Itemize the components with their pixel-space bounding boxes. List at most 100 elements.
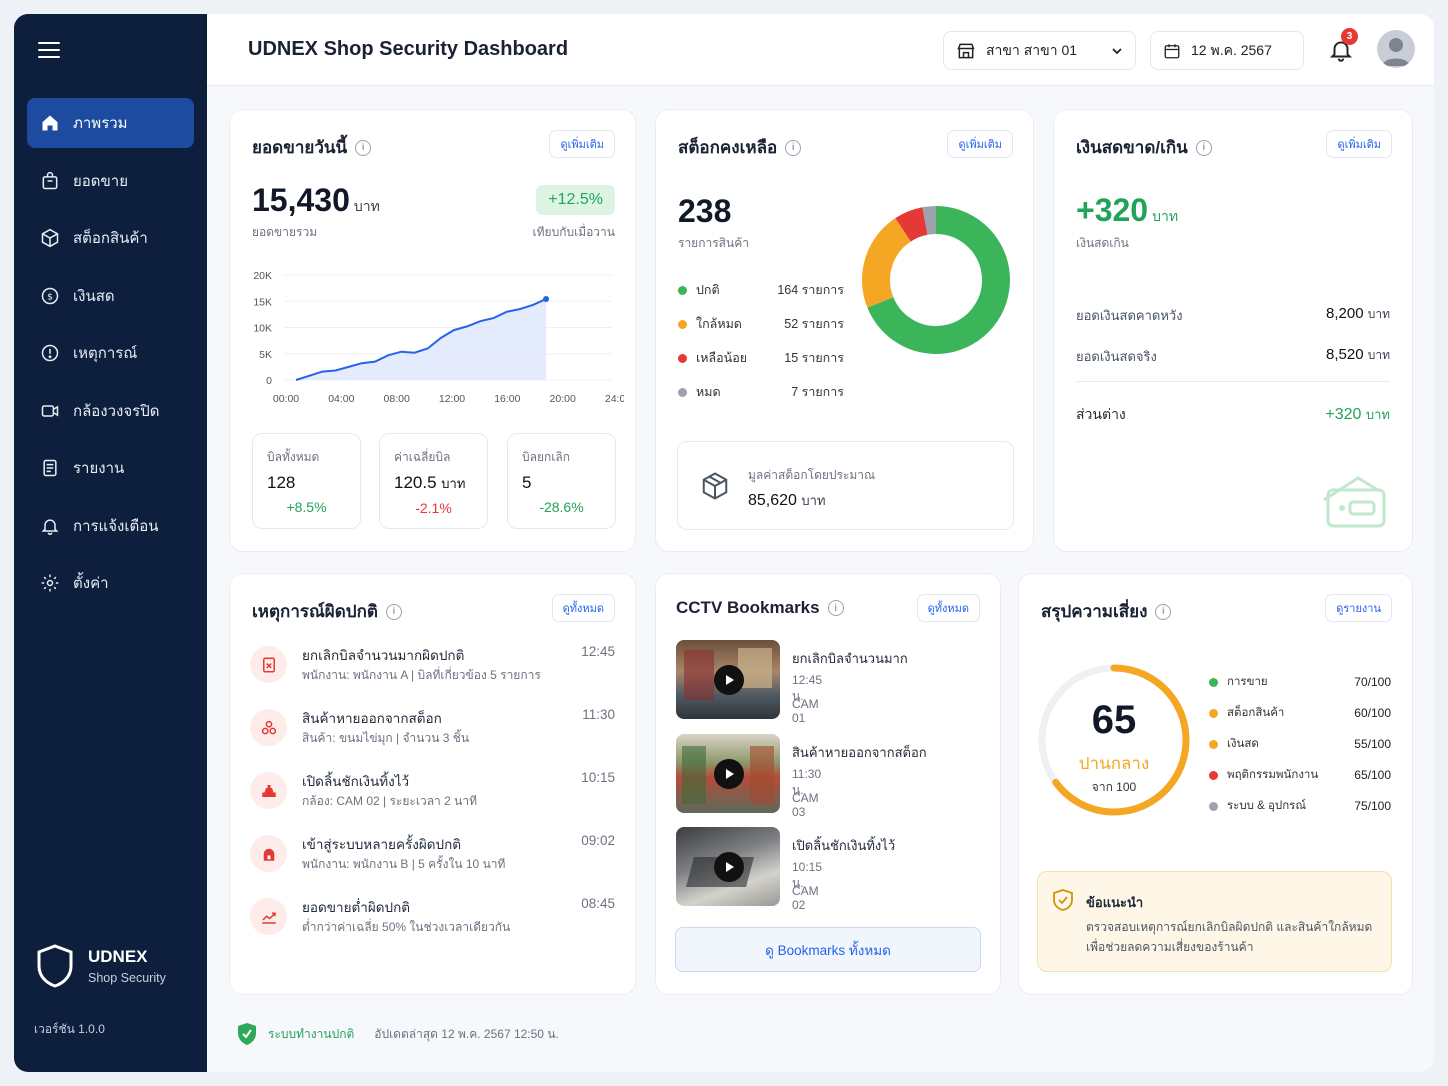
cctv-thumbnail[interactable]: [676, 827, 780, 906]
legend-count: 7 รายการ: [791, 385, 844, 399]
risk-label: เงินสด: [1227, 738, 1259, 750]
avatar[interactable]: [1377, 30, 1415, 68]
sales-more-button[interactable]: ดูเพิ่มเติม: [549, 130, 615, 158]
play-icon[interactable]: [714, 759, 744, 789]
bookmark-title: เปิดลิ้นชักเงินทิ้งไว้: [792, 838, 896, 853]
stat-label: ค่าเฉลี่ยบิล: [394, 450, 451, 464]
play-icon[interactable]: [714, 665, 744, 695]
stock-legend-normal: ปกติ 164 รายการ: [678, 280, 844, 300]
risk-score-value: 75/100: [1354, 799, 1391, 813]
sales-area-fill: [296, 299, 547, 380]
sidebar-item-events[interactable]: เหตุการณ์: [27, 328, 194, 378]
divider: [1076, 381, 1390, 382]
x-tick-label: 12:00: [439, 393, 465, 405]
box-icon: [702, 472, 728, 500]
stat-value: 5: [522, 473, 532, 492]
legend-label: เหลือน้อย: [696, 351, 748, 365]
legend-dot: [1209, 770, 1218, 780]
sidebar: ภาพรวม ยอดขาย สต็อกสินค้า $ เงินสด เหตุก…: [14, 14, 207, 1072]
cctv-all-button[interactable]: ดูทั้งหมด: [916, 594, 980, 622]
stat-change: -28.6%: [539, 499, 584, 515]
risk-card: สรุปความเสี่ยง i ดูรายงาน 65 ปานกลาง จาก …: [1018, 573, 1413, 995]
cash-more-button[interactable]: ดูเพิ่มเติม: [1326, 130, 1392, 158]
date-picker[interactable]: 12 พ.ค. 2567: [1150, 31, 1304, 70]
sidebar-item-label: ยอดขาย: [73, 172, 129, 190]
play-icon[interactable]: [714, 852, 744, 882]
event-time: 11:30: [582, 707, 615, 722]
legend-dot: [1209, 801, 1218, 811]
risk-score-value: 65/100: [1354, 768, 1391, 782]
shield-logo-icon: [37, 944, 73, 988]
stock-legend-out: หมด 7 รายการ: [678, 382, 844, 402]
advice-title: ข้อแนะนำ: [1086, 895, 1144, 910]
event-subtitle: สินค้า: ขนมไข่มุก | จำนวน 3 ชิ้น: [302, 731, 470, 745]
camera-icon: [39, 400, 61, 422]
risk-label: การขาย: [1227, 676, 1268, 688]
store-icon: [957, 43, 975, 58]
view-all-bookmarks-button[interactable]: ดู Bookmarks ทั้งหมด: [675, 927, 981, 972]
event-row[interactable]: สินค้าหายออกจากสต็อก สินค้า: ขนมไข่มุก |…: [250, 707, 615, 755]
sidebar-item-label: ภาพรวม: [73, 115, 128, 132]
legend-dot: [1209, 677, 1218, 687]
risk-score-gauge: [1038, 664, 1190, 816]
alert-icon: [39, 342, 61, 364]
event-row[interactable]: ยกเลิกบิลจำนวนมากผิดปกติ พนักงาน: พนักงา…: [250, 644, 615, 692]
sidebar-item-stock[interactable]: สต็อกสินค้า: [27, 213, 194, 263]
legend-dot: [1209, 708, 1218, 718]
legend-label: ใกล้หมด: [696, 317, 742, 331]
home-icon: [39, 112, 61, 134]
event-row[interactable]: ยอดขายต่ำผิดปกติ ต่ำกว่าค่าเฉลี่ย 50% ใน…: [250, 896, 615, 944]
x-tick-label: 16:00: [494, 393, 520, 405]
info-icon[interactable]: i: [1195, 139, 1212, 156]
boxes-icon: [250, 709, 287, 746]
sidebar-item-overview[interactable]: ภาพรวม: [27, 98, 194, 148]
events-card: เหตุการณ์ผิดปกติ i ดูทั้งหมด ยกเลิกบิลจำน…: [229, 573, 636, 995]
sales-total: 15,430: [252, 182, 350, 218]
sidebar-item-reports[interactable]: รายงาน: [27, 443, 194, 493]
risk-score-value: 55/100: [1354, 737, 1391, 751]
bag-icon: [39, 170, 61, 192]
x-tick-label: 08:00: [384, 393, 410, 405]
risk-row-staff: พฤติกรรมพนักงาน 65/100: [1209, 766, 1391, 784]
legend-label: หมด: [696, 385, 721, 399]
sidebar-item-sales[interactable]: ยอดขาย: [27, 156, 194, 206]
cash-unit: บาท: [1152, 208, 1179, 224]
sidebar-item-cash[interactable]: $ เงินสด: [27, 271, 194, 321]
stat-change: -2.1%: [415, 500, 452, 516]
brand: UDNEX Shop Security: [36, 944, 166, 988]
sales-card: ยอดขายวันนี้ i ดูเพิ่มเติม 15,430 บาท ยอด…: [229, 109, 636, 552]
info-icon[interactable]: i: [385, 603, 402, 620]
legend-count: 15 รายการ: [784, 351, 844, 365]
cash-diff-value: +320: [1325, 406, 1362, 423]
info-icon[interactable]: i: [827, 600, 844, 616]
event-row[interactable]: เข้าสู่ระบบหลายครั้งผิดปกติ พนักงาน: พนั…: [250, 833, 615, 881]
stat-total-bills: บิลทั้งหมด 128 +8.5%: [252, 433, 361, 529]
sidebar-item-cctv[interactable]: กล้องวงจรปิด: [27, 386, 194, 436]
events-all-button[interactable]: ดูทั้งหมด: [551, 594, 615, 622]
sales-total-label: ยอดขายรวม: [252, 225, 318, 239]
menu-icon[interactable]: [38, 42, 60, 58]
info-icon[interactable]: i: [355, 139, 372, 156]
stock-more-button[interactable]: ดูเพิ่มเติม: [947, 130, 1013, 158]
sales-change-badge: +12.5%: [536, 185, 615, 215]
notification-badge: 3: [1341, 28, 1358, 45]
event-subtitle: ต่ำกว่าค่าเฉลี่ย 50% ในช่วงเวลาเดียวกัน: [302, 920, 511, 934]
sidebar-item-settings[interactable]: ตั้งค่า: [27, 558, 194, 608]
advice-line-1: ตรวจสอบเหตุการณ์ยกเลิกบิลผิดปกติ และสินค…: [1086, 920, 1373, 934]
sidebar-item-label: เหตุการณ์: [73, 345, 138, 362]
risk-report-button[interactable]: ดูรายงาน: [1325, 594, 1392, 622]
x-tick-label: 20:00: [550, 393, 576, 405]
event-title: เปิดลิ้นชักเงินทิ้งไว้: [302, 774, 410, 789]
legend-count: 52 รายการ: [784, 317, 844, 331]
cctv-thumbnail[interactable]: [676, 734, 780, 813]
branch-select[interactable]: สาขา สาขา 01: [943, 31, 1136, 70]
legend-dot: [678, 285, 687, 295]
info-icon[interactable]: i: [1155, 603, 1172, 620]
cash-card-title: เงินสดขาด/เกิน i: [1076, 134, 1212, 161]
risk-label: พฤติกรรมพนักงาน: [1227, 769, 1319, 781]
event-row[interactable]: เปิดลิ้นชักเงินทิ้งไว้ กล้อง: CAM 02 | ร…: [250, 770, 615, 818]
sidebar-item-notifications[interactable]: การแจ้งเตือน: [27, 501, 194, 551]
info-icon[interactable]: i: [785, 139, 802, 156]
cctv-thumbnail[interactable]: [676, 640, 780, 719]
cash-actual-unit: บาท: [1367, 348, 1390, 362]
